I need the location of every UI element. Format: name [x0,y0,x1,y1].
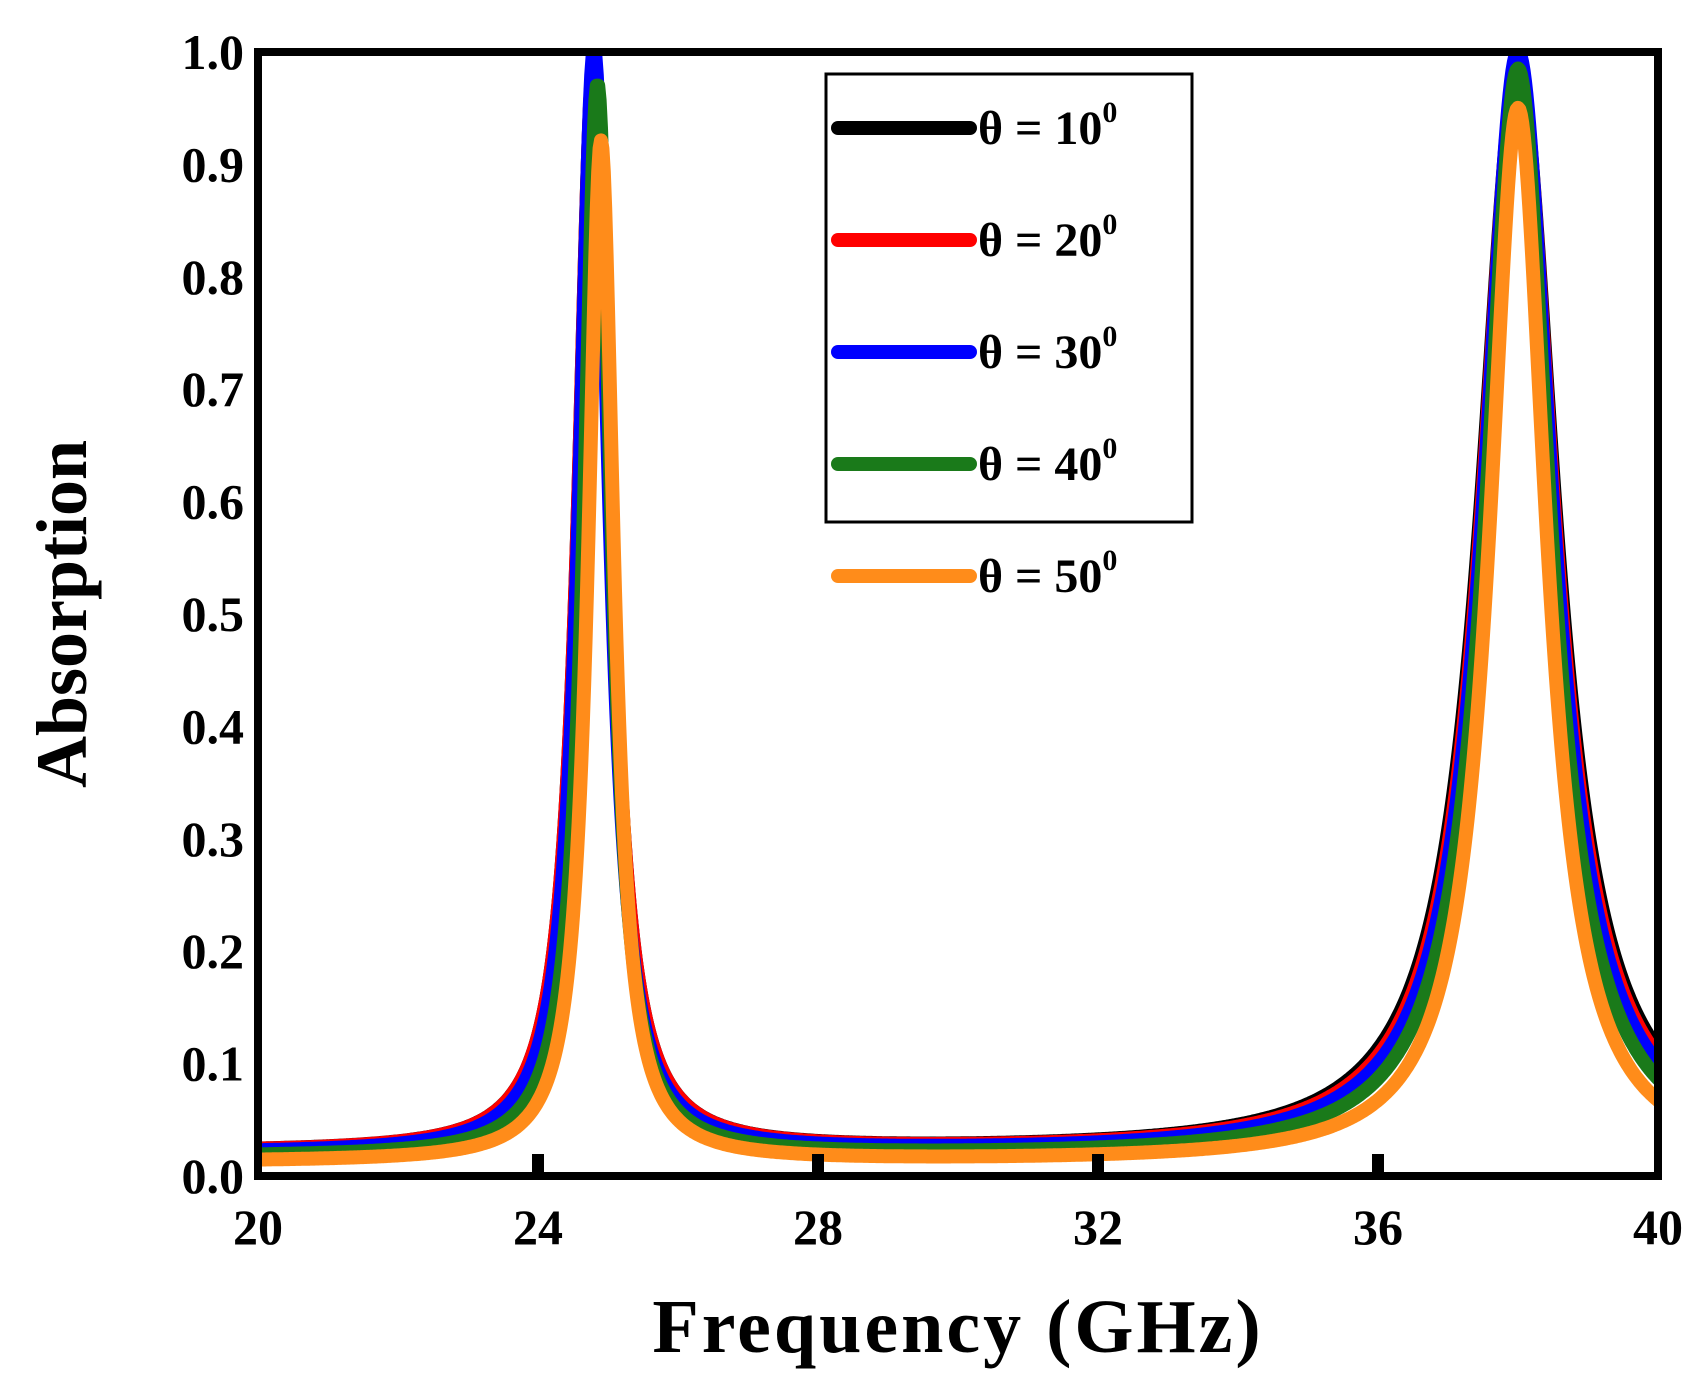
y-tick-label: 0.6 [182,474,245,530]
legend-label-1: θ = 100 [978,96,1117,155]
legend-label-3: θ = 300 [978,320,1117,379]
y-tick-label: 0.8 [182,249,245,305]
y-tick-label: 0.0 [182,1148,245,1204]
legend-box [824,72,1194,524]
y-tick-label: 0.4 [182,698,245,754]
x-tick-label: 32 [1073,1199,1123,1255]
x-tick-label: 36 [1353,1199,1403,1255]
y-axis-title: Absorption [22,440,102,788]
plot-border [254,48,1662,1180]
x-tick-label: 40 [1633,1199,1683,1255]
x-tick-label: 24 [513,1199,563,1255]
y-tick-label: 0.7 [182,361,245,417]
y-tick-label: 0.2 [182,923,245,979]
x-axis-title: Frequency (GHz) [652,1285,1263,1369]
y-axis-ticks: 0.0 0.1 0.2 0.3 0.4 0.5 0.6 0.7 0.8 0.9 1.0 [182,24,245,1204]
legend: θ = 100 θ = 200 θ = 300 θ = 400 θ = 500 [824,72,1194,603]
x-axis-ticks: 20 24 28 32 36 40 [233,1154,1683,1255]
y-tick-label: 0.5 [182,586,245,642]
x-tick-label: 28 [793,1199,843,1255]
y-tick-label: 1.0 [182,24,245,80]
y-tick-label: 0.1 [182,1036,245,1092]
y-tick-label: 0.9 [182,136,245,192]
legend-label-2: θ = 200 [978,208,1117,267]
legend-label-5: θ = 500 [978,544,1117,603]
series-group [258,52,1658,1167]
plot-frame [254,48,1662,1180]
legend-label-4: θ = 400 [978,432,1117,491]
series-line-5 [258,100,1658,1167]
x-tick-label: 20 [233,1199,283,1255]
y-tick-label: 0.3 [182,811,245,867]
